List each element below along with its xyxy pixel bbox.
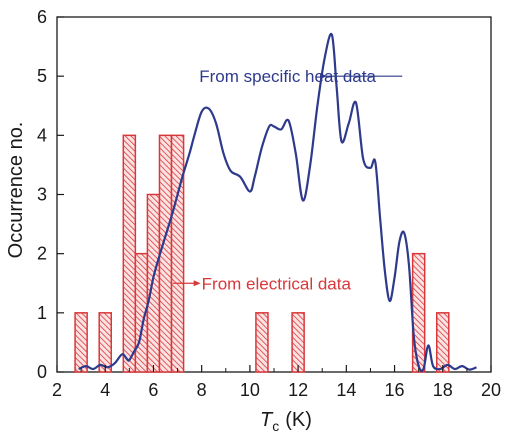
x-axis-unit: (K) bbox=[285, 409, 312, 431]
bar bbox=[436, 312, 450, 373]
x-axis-subscript: c bbox=[272, 418, 279, 434]
bar bbox=[146, 193, 161, 373]
x-tick-label: 12 bbox=[288, 380, 308, 400]
annotation-arrow-head bbox=[193, 280, 201, 287]
y-tick-label: 6 bbox=[37, 7, 47, 27]
annotation-electrical: From electrical data bbox=[202, 274, 352, 293]
bar bbox=[170, 134, 185, 373]
bar bbox=[98, 312, 112, 373]
x-tick-label: 10 bbox=[240, 380, 260, 400]
x-axis-symbol: T bbox=[260, 409, 274, 431]
x-tick-label: 16 bbox=[385, 380, 405, 400]
bar bbox=[122, 134, 137, 373]
y-tick-label: 4 bbox=[37, 125, 47, 145]
y-tick-label: 5 bbox=[37, 66, 47, 86]
bar bbox=[74, 312, 88, 373]
y-tick-label: 0 bbox=[37, 362, 47, 382]
bar bbox=[411, 252, 426, 373]
bars-layer bbox=[74, 134, 450, 373]
x-tick-label: 20 bbox=[481, 380, 501, 400]
x-tick-label: 14 bbox=[336, 380, 356, 400]
annotations-layer: From specific heat data From electrical d… bbox=[172, 67, 403, 293]
bar bbox=[255, 312, 269, 373]
x-tick-label: 6 bbox=[148, 380, 158, 400]
x-tick-label: 4 bbox=[100, 380, 110, 400]
series-line-specific-heat bbox=[78, 32, 477, 373]
x-tick-label: 18 bbox=[433, 380, 453, 400]
bar bbox=[291, 312, 305, 373]
x-axis-title: Tc (K) bbox=[260, 409, 312, 434]
y-axis-title: Occurrence no. bbox=[5, 122, 27, 259]
bar bbox=[158, 134, 173, 373]
y-tick-label: 3 bbox=[37, 185, 47, 205]
y-tick-label: 2 bbox=[37, 244, 47, 264]
line-layer bbox=[78, 32, 477, 373]
annotation-arrow-head bbox=[320, 73, 328, 80]
x-tick-label: 2 bbox=[52, 380, 62, 400]
x-tick-label: 8 bbox=[197, 380, 207, 400]
y-tick-label: 1 bbox=[37, 303, 47, 323]
annotation-specific-heat: From specific heat data bbox=[199, 67, 376, 86]
